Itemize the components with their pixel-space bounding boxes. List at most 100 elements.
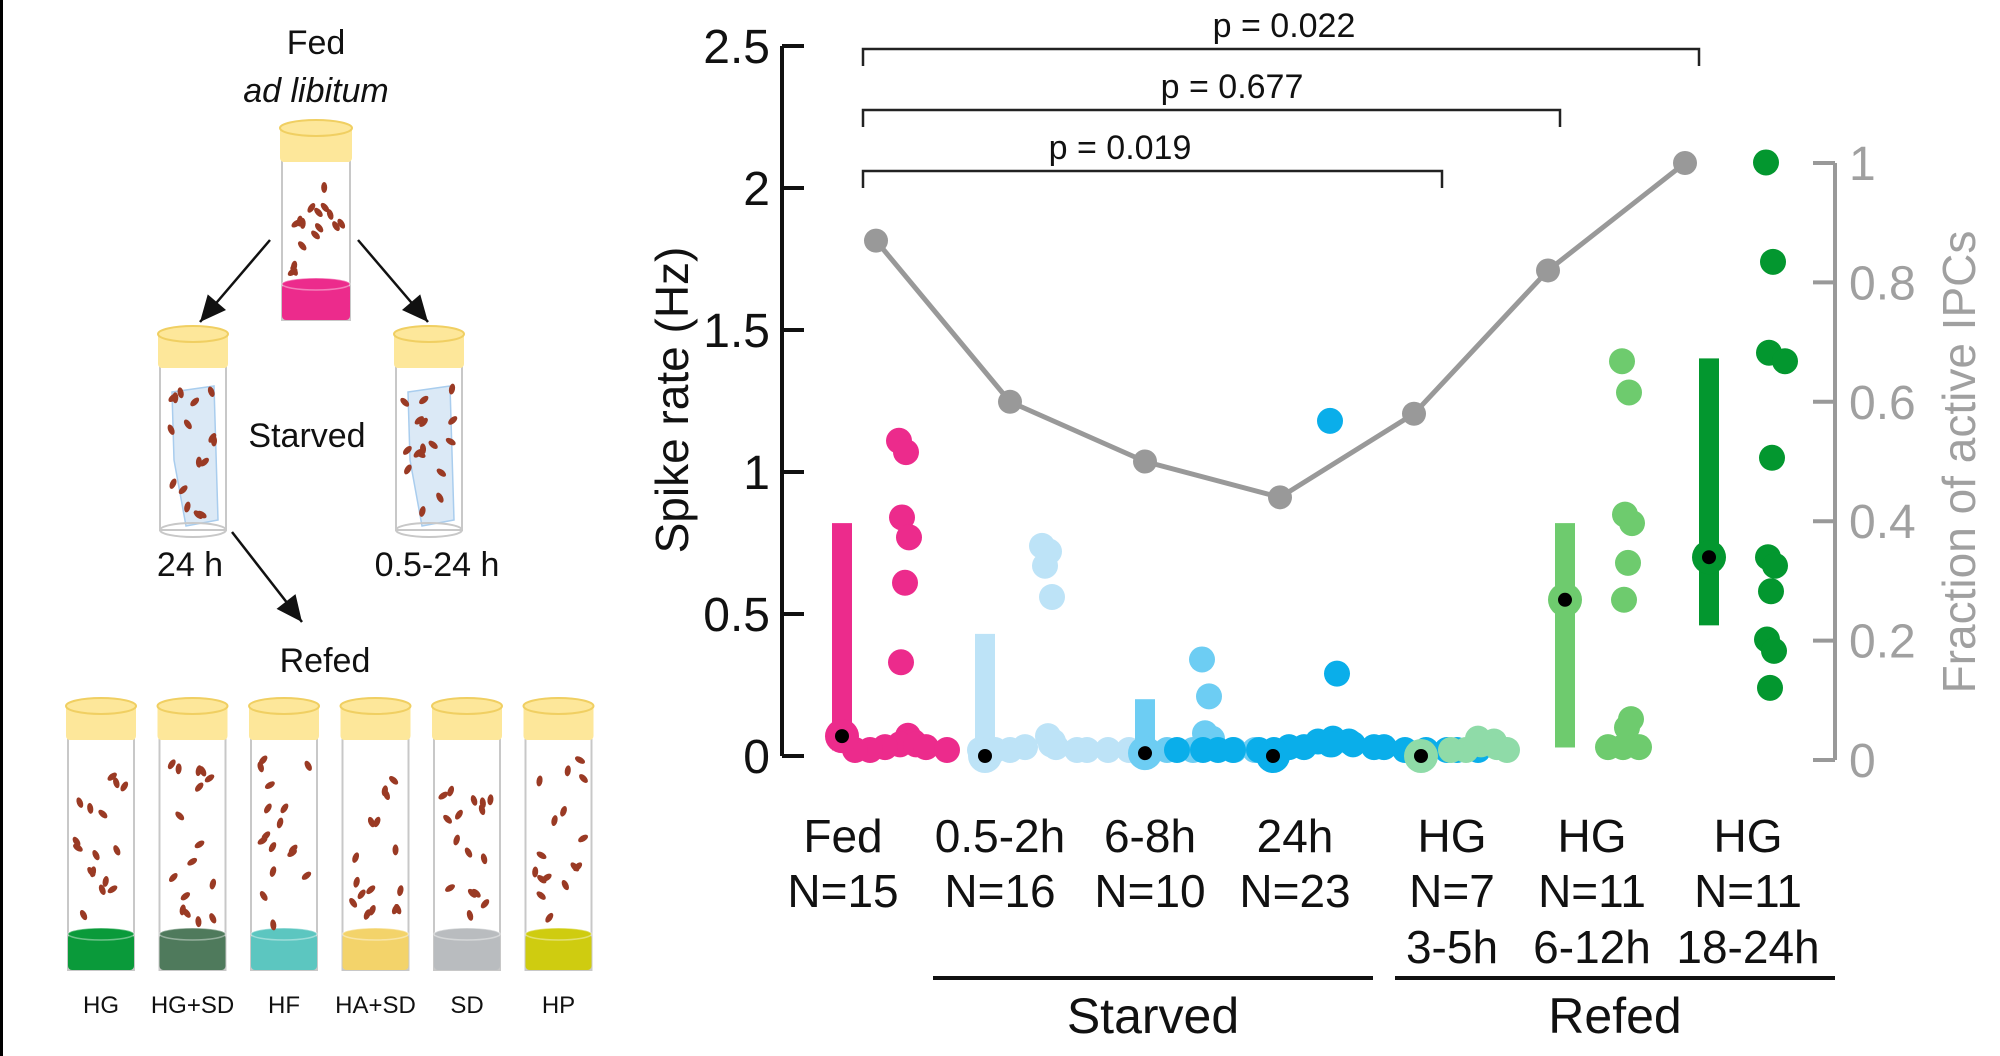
y2-tick-label: 1 <box>1849 138 1876 191</box>
data-point <box>1180 737 1206 763</box>
data-point <box>1095 737 1121 763</box>
fly-icon <box>414 416 424 425</box>
category-n: N=10 <box>1094 865 1205 917</box>
data-point <box>1032 552 1058 579</box>
fly-icon <box>545 912 554 923</box>
fly-icon <box>445 437 456 446</box>
fly-icon <box>211 435 218 447</box>
fly-icon <box>578 834 589 843</box>
diet-label: SD <box>450 992 483 1019</box>
fly-icon <box>207 386 215 398</box>
food-layer <box>68 934 134 970</box>
data-point <box>982 737 1008 763</box>
fly-icon <box>392 844 399 856</box>
data-point <box>1612 501 1638 528</box>
data-point <box>1494 737 1520 763</box>
data-point <box>1453 737 1479 763</box>
category-groups <box>825 149 1798 773</box>
data-point <box>1305 728 1331 755</box>
data-point <box>1465 725 1491 752</box>
iqr-bar <box>1699 358 1719 626</box>
data-point <box>1614 714 1640 741</box>
food-surface <box>158 927 227 941</box>
fly-icon <box>561 879 569 891</box>
fly-icon <box>87 802 94 814</box>
fly-icon <box>373 816 381 828</box>
data-point <box>1039 583 1065 610</box>
food-surface <box>524 927 593 941</box>
starved-vials <box>157 325 465 538</box>
data-point <box>1618 706 1644 733</box>
fed-vial-icon <box>279 119 353 321</box>
food-surface <box>281 277 351 291</box>
arrow-head-icon <box>200 294 227 322</box>
fly-icon <box>564 765 571 777</box>
fly-icon <box>532 866 539 878</box>
data-point <box>842 737 868 763</box>
refed-vial <box>156 697 229 971</box>
data-point <box>1319 731 1345 758</box>
median-ring <box>825 719 859 754</box>
fly-icon <box>209 878 217 890</box>
data-point <box>1616 379 1642 406</box>
fly-icon <box>352 852 360 863</box>
food-layer <box>434 934 500 970</box>
data-point <box>893 439 919 466</box>
fly-icon <box>79 909 88 921</box>
category-n: N=16 <box>944 865 1055 917</box>
data-point <box>1371 734 1397 761</box>
diet-label: HG <box>83 992 119 1019</box>
fly-icon <box>400 397 410 407</box>
fly-icon <box>175 811 185 821</box>
category-name: Fed <box>803 810 882 862</box>
median-point <box>1558 592 1572 607</box>
category-name: HG <box>1714 810 1783 862</box>
data-point <box>900 728 926 755</box>
fly-icon <box>195 916 202 928</box>
fly-icon <box>443 814 453 824</box>
fly-icon <box>311 230 320 240</box>
data-point <box>1242 737 1268 763</box>
fly-icon <box>257 761 264 773</box>
vial-bottom <box>159 522 227 538</box>
fly-icon <box>194 782 204 792</box>
data-point <box>886 427 912 454</box>
fly-icon <box>177 387 184 399</box>
data-point <box>1192 720 1218 747</box>
category-group <box>1164 407 1491 773</box>
fly-icon <box>269 866 277 877</box>
data-point <box>1320 725 1346 752</box>
fly-icon <box>102 876 109 887</box>
data-point <box>1074 737 1100 763</box>
data-point <box>1754 626 1780 653</box>
data-point <box>1336 728 1362 755</box>
fly-icon <box>168 393 178 403</box>
starved-24h-label: 24 h <box>157 546 223 584</box>
fly-icon <box>436 492 444 503</box>
fly-icon <box>98 809 108 819</box>
median-point <box>835 729 849 744</box>
data-point <box>1610 734 1636 761</box>
y2-tick-label: 0 <box>1849 735 1876 788</box>
data-point <box>1064 737 1090 763</box>
fly-icon <box>204 774 215 783</box>
food-layer <box>282 284 350 320</box>
p-value-label: p = 0.677 <box>1161 68 1304 106</box>
fed-subtitle: ad libitum <box>243 72 389 110</box>
category-n: N=23 <box>1239 865 1350 917</box>
fraction-point <box>1536 258 1560 283</box>
iqr-bar <box>832 523 852 751</box>
starved-label: Starved <box>248 417 365 455</box>
data-point <box>895 722 921 749</box>
data-point <box>1760 248 1786 275</box>
food-surface <box>250 927 318 941</box>
category-n: N=15 <box>787 865 898 917</box>
fly-icon <box>445 884 455 892</box>
fraction-point <box>1133 449 1157 474</box>
data-point <box>1205 737 1231 763</box>
arrow-to-refed-icon <box>231 531 303 623</box>
